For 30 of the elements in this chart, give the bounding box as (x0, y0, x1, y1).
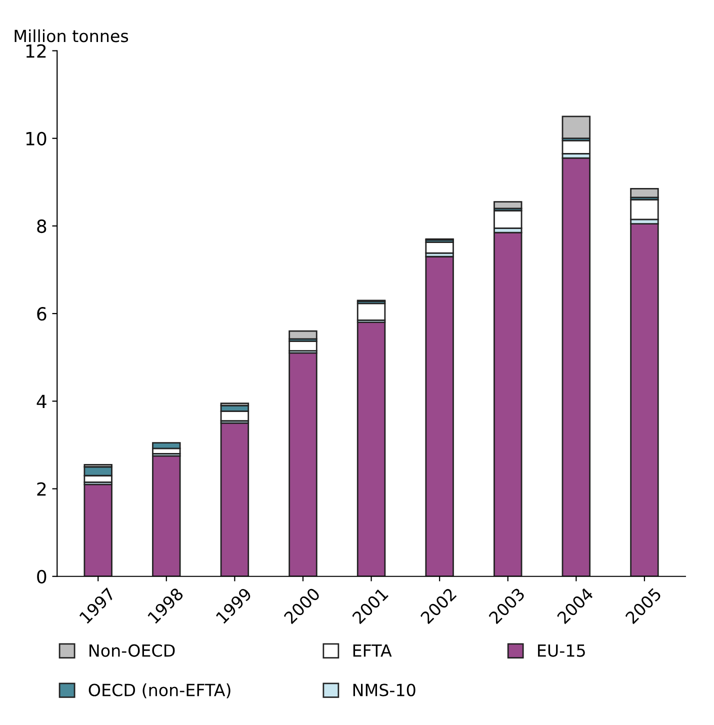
y-tick-label: 6 (37, 307, 46, 321)
bar (288, 330, 318, 340)
bar (630, 223, 659, 576)
bar (425, 256, 454, 576)
bar (630, 188, 659, 198)
y-tick-label: 4 (36, 394, 46, 408)
legend-label: OECD (non-EFTA) (88, 683, 230, 698)
bar (562, 116, 591, 140)
y-tick-label: 8 (37, 219, 46, 234)
y-tick-label: 0 (37, 570, 46, 584)
bar (84, 484, 112, 576)
bar (220, 422, 250, 576)
y-tick-label: 2 (37, 482, 46, 496)
bar (562, 157, 591, 576)
bar (494, 210, 522, 229)
bar (494, 232, 522, 576)
bar (152, 455, 181, 576)
bar (425, 241, 454, 254)
legend-label: NMS-10 (353, 684, 416, 696)
bar (356, 302, 386, 321)
y-tick-label: 10 (26, 132, 46, 146)
bar (630, 198, 659, 220)
legend-label: Non-OECD (90, 644, 175, 657)
y-axis-title: Million tonnes (14, 29, 128, 42)
y-tick-label: 12 (26, 44, 46, 58)
legend-label: EFTA (353, 644, 392, 657)
bar (494, 201, 522, 210)
legend-label: EU-15 (538, 644, 585, 657)
bar (356, 322, 386, 576)
bar (288, 352, 318, 576)
